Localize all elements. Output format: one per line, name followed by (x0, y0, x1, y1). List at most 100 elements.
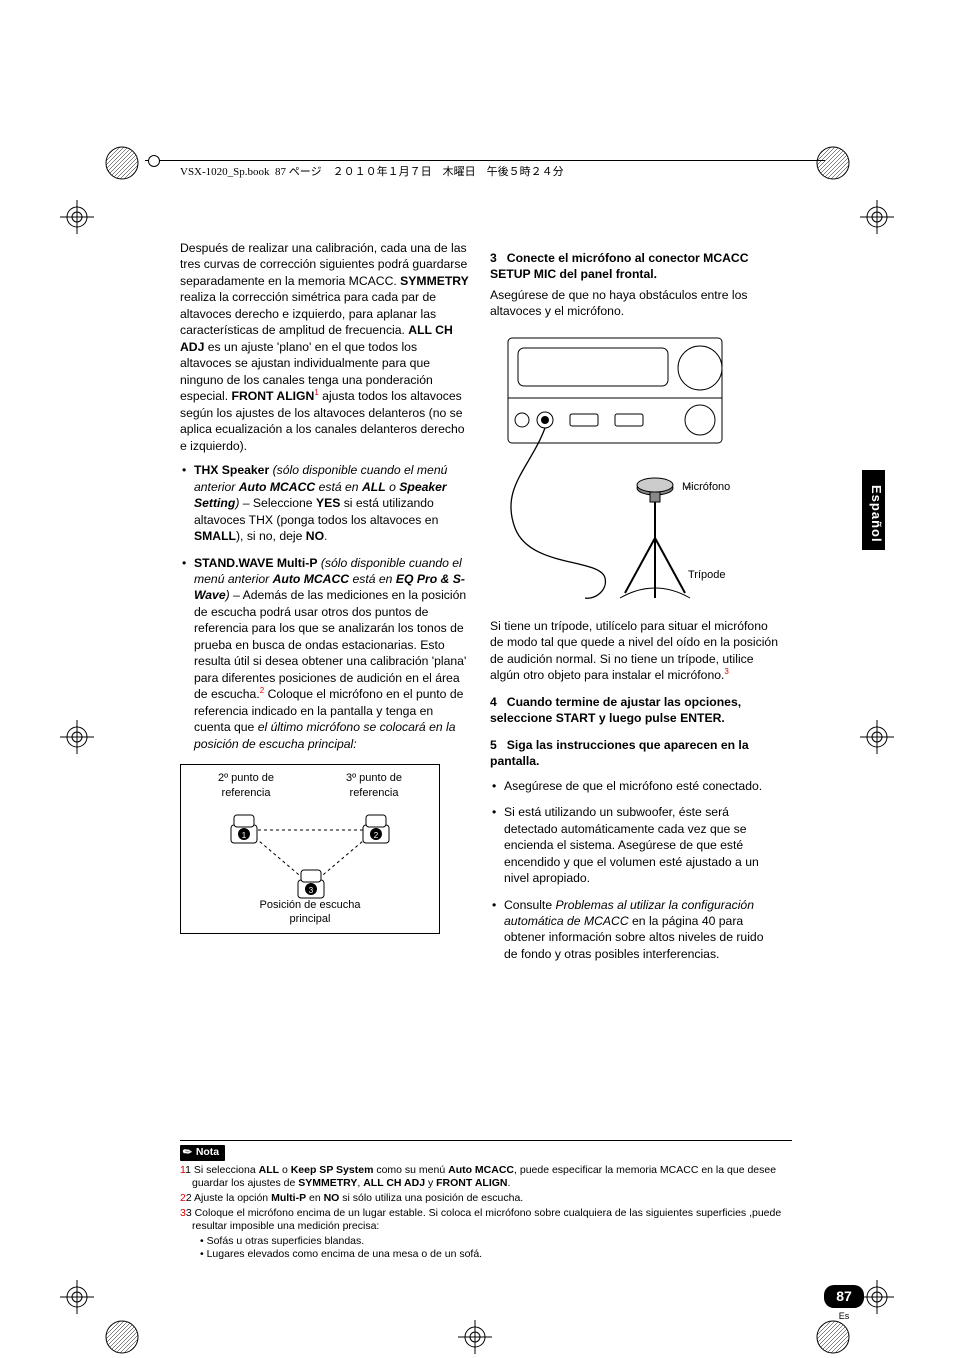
text: 3 Coloque el micrófono encima de un luga… (186, 1207, 781, 1233)
left-column: Después de realizar una calibración, cad… (180, 240, 470, 934)
ref3-label: 3º punto de referencia (329, 771, 419, 801)
text: Multi-P (271, 1192, 306, 1204)
footnote-2: 22 Ajuste la opción Multi-P en NO si sól… (180, 1192, 792, 1206)
auto-mcacc-label: Auto MCACC (273, 572, 350, 586)
pencil-icon: ✎ (181, 1145, 197, 1161)
text: realiza la corrección simétrica para cad… (180, 290, 436, 337)
main-pos-label: Posición de escucha principal (181, 898, 439, 928)
print-mark-circle (816, 1320, 850, 1358)
text: Keep SP System (291, 1164, 374, 1176)
footnote-rule (180, 1140, 792, 1141)
print-mark-circle (816, 146, 850, 184)
thx-speaker-item: THX Speaker (sólo disponible cuando el m… (194, 462, 470, 544)
list-item: Lugares elevados como encima de una mesa… (200, 1248, 792, 1262)
text: o (386, 480, 400, 494)
no-label: NO (306, 529, 324, 543)
text: 1 Si selecciona (185, 1164, 259, 1176)
text: está en (349, 572, 396, 586)
crosshair-icon (60, 1280, 94, 1318)
text: NO (324, 1192, 340, 1204)
text: 3º punto de (329, 771, 419, 786)
footnote-3-sublist: Sofás u otras superficies blandas. Lugar… (180, 1235, 792, 1262)
text: principal (181, 912, 439, 927)
list-item: Asegúrese de que el micrófono esté conec… (504, 778, 780, 794)
list-item: Sofás u otras superficies blandas. (200, 1235, 792, 1249)
nota-label: Nota (196, 1146, 219, 1158)
text: . (508, 1177, 511, 1189)
thx-label: THX Speaker (194, 463, 269, 477)
tripod-label: Trípode (688, 568, 726, 583)
text: y (425, 1177, 436, 1189)
step5-heading: 5Siga las instrucciones que aparecen en … (490, 737, 780, 770)
symmetry-label: SYMMETRY (400, 274, 469, 288)
standwave-item: STAND.WAVE Multi-P (sólo disponible cuan… (194, 555, 470, 753)
text: Posición de escucha (181, 898, 439, 913)
frontalign-label: FRONT ALIGN (232, 389, 315, 403)
text: ALL CH ADJ (363, 1177, 425, 1189)
text: – Además de las mediciones en la posició… (194, 588, 466, 701)
standwave-label: STAND.WAVE Multi-P (194, 556, 317, 570)
heading-text: Siga las instrucciones que aparecen en l… (490, 738, 749, 768)
mic-label: Micrófono (682, 480, 730, 495)
list-item: Consulte Problemas al utilizar la config… (504, 897, 780, 963)
step-number: 5 (490, 738, 497, 752)
crosshair-icon (860, 200, 894, 238)
step5-bullets: Asegúrese de que el micrófono esté conec… (490, 778, 780, 963)
text: o (279, 1164, 291, 1176)
text: 2º punto de (201, 771, 291, 786)
crosshair-icon (60, 720, 94, 758)
text: Si tiene un trípode, utilícelo para situ… (490, 619, 778, 682)
step-number: 3 (490, 251, 497, 265)
page-number-badge: 87 Es (824, 1285, 864, 1322)
svg-text:1: 1 (242, 831, 247, 840)
step3-heading: 3Conecte el micrófono al conector MCACC … (490, 250, 780, 283)
intro-paragraph: Después de realizar una calibración, cad… (180, 240, 470, 454)
text: Consulte (504, 898, 556, 912)
text: SYMMETRY (298, 1177, 357, 1189)
header-file: VSX-1020_Sp.book (180, 166, 270, 178)
text: FRONT ALIGN (436, 1177, 507, 1189)
list-item: Si está utilizando un subwoofer, éste se… (504, 804, 780, 886)
text: en (306, 1192, 324, 1204)
heading-text: Cuando termine de ajustar las opciones, … (490, 695, 741, 725)
page-number: 87 (824, 1285, 864, 1308)
header-rule (145, 160, 825, 161)
footnote-1: 11 Si selecciona ALL o Keep SP System co… (180, 1164, 792, 1191)
right-column: 3Conecte el micrófono al conector MCACC … (490, 240, 780, 972)
small-label: SMALL (194, 529, 236, 543)
text: – Seleccione (239, 496, 316, 510)
step3-body: Asegúrese de que no haya obstáculos entr… (490, 287, 780, 320)
page-lang: Es (824, 1310, 864, 1322)
step-number: 4 (490, 695, 497, 709)
yes-label: YES (316, 496, 340, 510)
text: Auto MCACC (448, 1164, 514, 1176)
crosshair-icon (860, 720, 894, 758)
crosshair-icon (458, 1320, 492, 1358)
crosshair-icon (60, 200, 94, 238)
language-tab: Español (862, 470, 885, 550)
print-mark-circle (105, 146, 139, 184)
text: está en (315, 480, 362, 494)
ref2-label: 2º punto de referencia (201, 771, 291, 801)
options-list: THX Speaker (sólo disponible cuando el m… (180, 462, 470, 752)
mic-setup-illustration: – Micrófono Trípode (490, 328, 740, 608)
text: . (324, 529, 327, 543)
header-pageref: 87 ページ ２０１０年１月７日 木曜日 午後５時２４分 (275, 166, 564, 178)
svg-text:2: 2 (374, 831, 379, 840)
footnotes-section: ✎Nota 11 Si selecciona ALL o Keep SP Sys… (180, 1140, 792, 1262)
footnote-ref-3: 3 (724, 667, 728, 676)
text: referencia (329, 786, 419, 801)
nota-badge: ✎Nota (180, 1145, 225, 1161)
all-label: ALL (362, 480, 386, 494)
text: como su menú (373, 1164, 448, 1176)
header-hole-icon (148, 155, 160, 167)
reference-points-diagram: 1 2 3 2º punto de referencia 3º punto de… (180, 764, 440, 934)
text: referencia (201, 786, 291, 801)
auto-mcacc-label: Auto MCACC (239, 480, 316, 494)
tripod-body: Si tiene un trípode, utilícelo para situ… (490, 618, 780, 684)
text: 2 Ajuste la opción (186, 1192, 271, 1204)
step4-heading: 4Cuando termine de ajustar las opciones,… (490, 694, 780, 727)
crosshair-icon (860, 1280, 894, 1318)
heading-text: Conecte el micrófono al conector MCACC S… (490, 251, 749, 281)
svg-text:3: 3 (309, 886, 314, 895)
